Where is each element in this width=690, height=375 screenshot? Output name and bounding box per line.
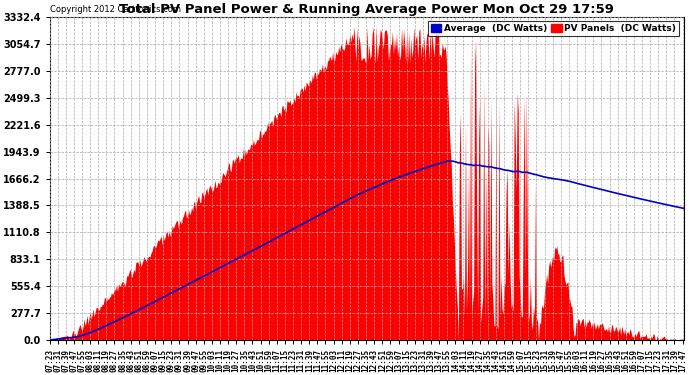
Title: Total PV Panel Power & Running Average Power Mon Oct 29 17:59: Total PV Panel Power & Running Average P… <box>119 3 614 16</box>
Legend: Average  (DC Watts), PV Panels  (DC Watts): Average (DC Watts), PV Panels (DC Watts) <box>428 21 679 36</box>
Text: Copyright 2012 Cartronics.com: Copyright 2012 Cartronics.com <box>50 5 181 14</box>
